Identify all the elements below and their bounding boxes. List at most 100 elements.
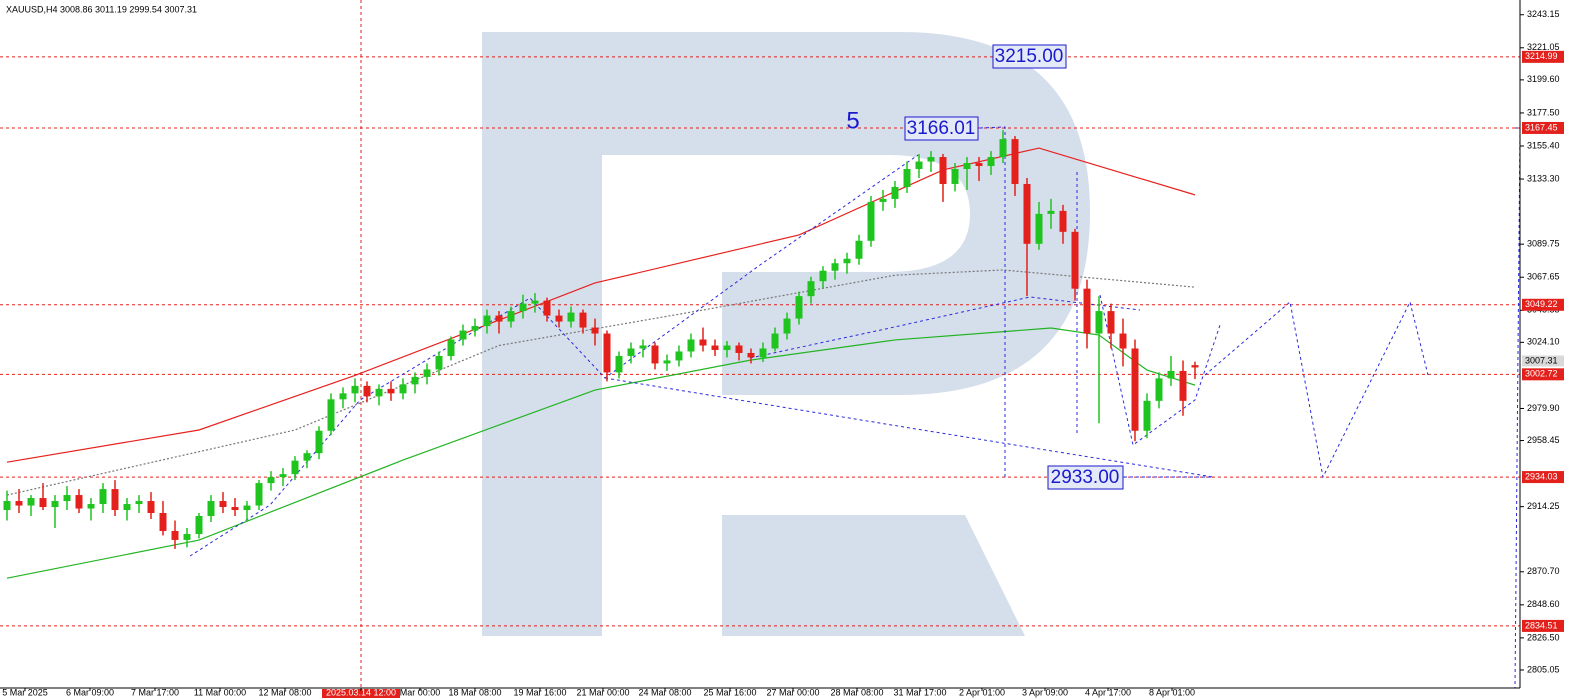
candle-body	[1071, 231, 1079, 289]
y-tick-label: 3155.40	[1527, 140, 1560, 150]
candle-body	[747, 352, 755, 358]
candle-body	[207, 501, 215, 516]
x-tick-label: Mar 00:00	[400, 687, 441, 697]
candle-body	[951, 169, 959, 184]
candle-body	[111, 489, 119, 511]
y-tick-label: 3089.75	[1527, 239, 1560, 249]
level-label: 2834.51	[1525, 620, 1558, 630]
candle-body	[399, 384, 407, 394]
candle-body	[375, 388, 383, 397]
x-tick-label: 25 Mar 16:00	[703, 687, 756, 697]
candle-body	[987, 157, 995, 167]
x-tick-label: 19 Mar 16:00	[513, 687, 566, 697]
candle-body	[255, 483, 263, 506]
candle-body	[567, 312, 575, 322]
level-label-box	[1522, 121, 1564, 134]
candle-body	[1035, 213, 1043, 244]
level-label: 3214.99	[1525, 51, 1558, 61]
candle-body	[1179, 370, 1187, 401]
candle-body	[975, 163, 983, 167]
candle-body	[807, 281, 815, 297]
candle-body	[819, 270, 827, 282]
x-tick-label: 6 Mar 09:00	[66, 687, 114, 697]
candle-body	[423, 369, 431, 377]
candle-body	[3, 501, 11, 511]
candle-body	[615, 355, 623, 373]
candle-body	[723, 345, 731, 350]
candle-body	[627, 348, 635, 356]
candle-body	[687, 339, 695, 352]
x-tick-label: 28 Mar 08:00	[830, 687, 883, 697]
candle-body	[231, 507, 239, 511]
chart-title: XAUUSD,H4 3008.86 3011.19 2999.54 3007.3…	[6, 4, 197, 14]
candle-body	[891, 186, 899, 199]
last-price-label: 3007.31	[1525, 355, 1558, 365]
wave-drawings	[189, 126, 1521, 689]
x-tick-label: 5 Mar 2025	[2, 687, 48, 697]
level-label: 3167.45	[1525, 122, 1558, 132]
candle-body	[519, 303, 527, 312]
candles	[3, 130, 1199, 549]
candle-body	[447, 339, 455, 356]
price-axis: 3243.15 3221.05 3199.60 3177.50 3155.40 3133.…	[1520, 9, 1564, 674]
candle-body	[303, 453, 311, 461]
candle-body	[831, 263, 839, 271]
candle-body	[183, 533, 191, 540]
candle-body	[927, 157, 935, 162]
wave-number: 5	[846, 107, 859, 134]
y-tick-label: 3133.30	[1527, 173, 1560, 183]
candle-body	[759, 348, 767, 358]
x-tick-label: 12 Mar 08:00	[258, 687, 311, 697]
candle-body	[483, 315, 491, 327]
annotation: 2933.00	[1051, 467, 1120, 488]
watermark	[482, 32, 1090, 636]
candle-body	[663, 360, 671, 364]
x-tick-label: 2025.03.14 12:00	[326, 687, 396, 697]
moving-average	[6, 147, 1196, 463]
candle-body	[1083, 288, 1091, 334]
candle-body	[855, 240, 863, 259]
y-tick-label: 3024.10	[1527, 337, 1560, 347]
candle-body	[963, 163, 971, 170]
candle-body	[471, 326, 479, 331]
level-label-box	[1522, 471, 1564, 484]
candle-body	[1119, 333, 1127, 349]
last-price-box	[1522, 355, 1564, 367]
x-tick-label: 18 Mar 08:00	[448, 687, 501, 697]
time-axis: 5 Mar 2025 6 Mar 09:00 7 Mar 17:00 11 Mar 0…	[2, 687, 1195, 698]
level-label-box	[1522, 298, 1564, 311]
y-tick-label: 2805.05	[1527, 664, 1560, 674]
level-label: 2934.03	[1525, 471, 1558, 481]
candle-body	[291, 460, 299, 475]
y-tick-label: 2826.50	[1527, 632, 1560, 642]
candle-body	[51, 501, 59, 508]
x-tick-label: 27 Mar 00:00	[766, 687, 819, 697]
candle-body	[1095, 311, 1103, 334]
annotation-box	[1047, 465, 1124, 490]
candle-body	[915, 161, 923, 170]
candle-body	[1059, 210, 1067, 232]
y-tick-label: 3221.05	[1527, 42, 1560, 52]
y-tick-label: 3067.65	[1527, 272, 1560, 282]
candle-body	[171, 530, 179, 540]
candle-body	[135, 501, 143, 505]
candle-body	[243, 505, 251, 511]
candle-body	[879, 198, 887, 202]
candle-body	[1011, 139, 1019, 184]
candle-body	[711, 345, 719, 350]
candle-body	[87, 504, 95, 509]
x-tick-label: 11 Mar 00:00	[194, 687, 246, 697]
candle-body	[351, 385, 359, 394]
candle-body	[459, 330, 467, 340]
candle-body	[75, 495, 83, 509]
x-tick-label: 2 Apr 01:00	[959, 687, 1005, 697]
annotation: 3166.01	[907, 118, 976, 139]
candle-body	[1191, 365, 1199, 368]
candle-body	[219, 501, 227, 508]
candle-body	[435, 355, 443, 370]
candle-body	[195, 516, 203, 534]
candle-body	[507, 311, 515, 322]
candle-body	[1155, 378, 1163, 401]
candle-body	[39, 498, 47, 508]
candle-body	[999, 139, 1007, 158]
